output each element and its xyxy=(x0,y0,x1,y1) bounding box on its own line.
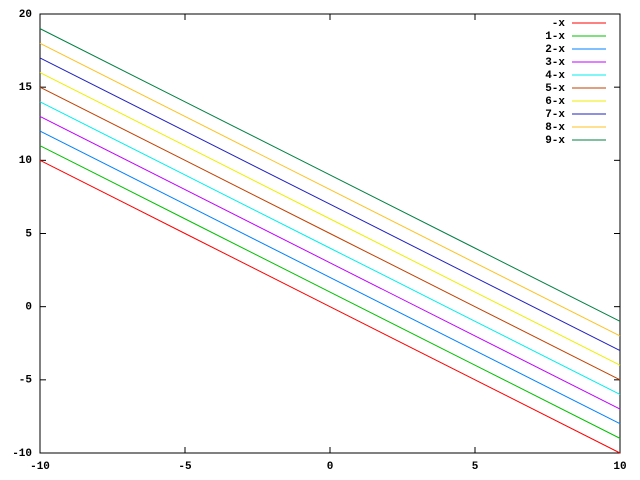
legend-label: 3-x xyxy=(545,57,565,69)
series-line xyxy=(39,159,621,454)
series-line xyxy=(39,145,621,439)
x-tick-label: 0 xyxy=(327,461,334,473)
series-line xyxy=(39,72,621,366)
legend-label: 8-x xyxy=(545,122,565,134)
y-tick-label: -10 xyxy=(12,448,32,460)
series-line xyxy=(39,86,621,381)
series-line xyxy=(39,28,621,322)
legend-label: -x xyxy=(552,18,566,30)
y-tick-label: 10 xyxy=(19,155,32,167)
y-tick-label: 0 xyxy=(25,302,32,314)
series-line xyxy=(39,115,621,410)
x-tick-label: 5 xyxy=(472,461,479,473)
legend-label: 4-x xyxy=(545,70,565,82)
series-line xyxy=(39,57,621,352)
legend-label: 2-x xyxy=(545,44,565,56)
y-tick-label: 20 xyxy=(19,9,32,21)
x-tick-label: -10 xyxy=(30,461,50,473)
series-line xyxy=(39,42,621,337)
y-tick-label: 5 xyxy=(25,228,32,240)
legend-label: 6-x xyxy=(545,96,565,108)
y-tick-label: -5 xyxy=(19,375,33,387)
x-tick-label: 10 xyxy=(613,461,626,473)
x-tick-label: -5 xyxy=(178,461,192,473)
legend-label: 7-x xyxy=(545,109,565,121)
legend-label: 9-x xyxy=(545,135,565,147)
y-tick-label: 15 xyxy=(19,82,33,94)
series-line xyxy=(39,130,621,425)
series-line xyxy=(39,101,621,395)
legend-label: 5-x xyxy=(545,83,565,95)
legend-label: 1-x xyxy=(545,31,565,43)
